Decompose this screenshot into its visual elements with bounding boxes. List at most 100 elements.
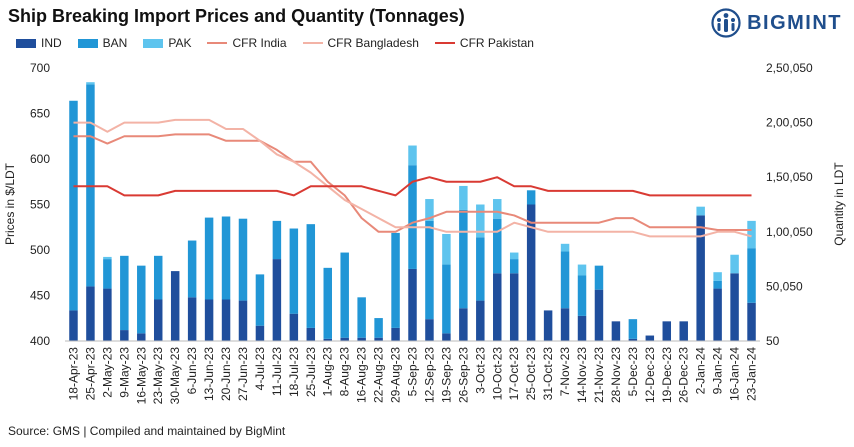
x-tick-label-16-May-23: 16-May-23 [134, 347, 148, 405]
bar-pak-25-Apr-23 [86, 82, 95, 85]
left-tick-label-400: 400 [30, 334, 50, 348]
bar-ind-7-Nov-23 [560, 308, 570, 341]
bigmint-logo-icon [711, 8, 741, 38]
bar-ban-23-May-23 [153, 255, 163, 300]
bar-pak-12-Sep-23 [425, 199, 434, 221]
bar-ind-4-Jul-23 [255, 325, 265, 341]
bar-ind-12-Sep-23 [425, 319, 434, 341]
chart-legend: IND BAN PAK CFR India CFR Bangladesh CFR… [16, 36, 550, 50]
bar-ind-20-Jun-23 [221, 299, 231, 341]
legend-item-ind: IND [16, 36, 62, 50]
bar-pak-17-Oct-23 [509, 252, 519, 260]
left-tick-label-600: 600 [30, 152, 50, 166]
right-tick-label-50,050: 50,050 [766, 279, 803, 293]
bar-ind-18-Jul-23 [289, 313, 299, 341]
bar-pak-26-Sep-23 [459, 185, 468, 210]
legend-swatch-cfr-pakistan [434, 42, 455, 44]
x-tick-label-19-Dec-23: 19-Dec-23 [660, 347, 674, 403]
bar-ban-14-Nov-23 [577, 275, 587, 316]
right-tick-label-2,50,050: 2,50,050 [766, 61, 813, 75]
bar-ban-16-Aug-23 [357, 297, 366, 338]
bar-ind-19-Sep-23 [442, 333, 451, 341]
lines-layer [73, 118, 752, 238]
bar-ban-3-Oct-23 [476, 237, 485, 301]
bar-ind-25-Oct-23 [526, 204, 536, 341]
x-axis-ticks: 18-Apr-23 25-Apr-23 2-May-23 9-May-23 16-May… [66, 347, 758, 405]
bar-ind-27-Jun-23 [238, 300, 248, 341]
bar-ban-10-Oct-23 [493, 218, 502, 274]
bar-ind-28-Nov-23 [611, 321, 621, 341]
bar-ind-6-Jun-23 [187, 297, 197, 341]
x-tick-label-25-Jul-23: 25-Jul-23 [304, 347, 318, 397]
bar-ban-12-Sep-23 [425, 220, 434, 320]
bar-pak-19-Sep-23 [442, 233, 451, 265]
chart-title: Ship Breaking Import Prices and Quantity… [8, 6, 465, 26]
x-tick-label-11-Jul-23: 11-Jul-23 [270, 347, 284, 396]
bar-ban-22-Aug-23 [374, 318, 383, 338]
left-tick-label-700: 700 [30, 61, 50, 75]
bar-ind-3-Oct-23 [476, 300, 485, 341]
x-tick-label-3-Oct-23: 3-Oct-23 [473, 347, 487, 394]
bar-ban-25-Oct-23 [526, 190, 536, 205]
bar-ban-1-Aug-23 [323, 267, 332, 339]
bar-ind-22-Aug-23 [374, 337, 383, 341]
bar-ind-16-Jan-24 [730, 273, 739, 341]
x-tick-label-4-Jul-23: 4-Jul-23 [253, 347, 267, 391]
left-tick-label-500: 500 [30, 243, 50, 257]
bar-ban-16-May-23 [137, 265, 146, 334]
x-tick-label-29-Aug-23: 29-Aug-23 [389, 347, 403, 403]
bar-pak-14-Nov-23 [577, 264, 587, 276]
x-tick-label-20-Jun-23: 20-Jun-23 [219, 347, 233, 401]
right-axis-ticks: 50 50,050 1,00,050 1,50,050 2,00,050 2,50,050 [766, 61, 813, 348]
right-axis-label: Quantity in LDT [832, 162, 846, 246]
bar-ind-8-Aug-23 [340, 337, 349, 341]
bar-ind-29-Aug-23 [391, 327, 400, 341]
legend-swatch-ind [16, 38, 36, 48]
bar-ban-13-Jun-23 [204, 217, 214, 300]
x-tick-label-9-Jan-24: 9-Jan-24 [711, 347, 725, 395]
x-tick-label-16-Aug-23: 16-Aug-23 [355, 347, 369, 403]
bar-ban-23-Jan-24 [747, 248, 756, 303]
bar-ban-8-Aug-23 [340, 252, 349, 338]
x-tick-label-30-May-23: 30-May-23 [168, 347, 182, 405]
x-tick-label-1-Aug-23: 1-Aug-23 [321, 347, 335, 397]
bar-ind-16-May-23 [137, 333, 146, 341]
x-tick-label-19-Sep-23: 19-Sep-23 [439, 347, 453, 403]
bar-pak-10-Oct-23 [493, 199, 502, 219]
x-tick-label-12-Dec-23: 12-Dec-23 [643, 347, 657, 403]
bar-ind-12-Dec-23 [645, 335, 655, 341]
left-axis-ticks: 400 450 500 550 600 650 700 [30, 61, 50, 348]
legend-item-ban: BAN [77, 36, 128, 50]
x-tick-label-10-Oct-23: 10-Oct-23 [490, 347, 504, 401]
x-tick-label-5-Dec-23: 5-Dec-23 [626, 347, 640, 397]
bar-ban-20-Jun-23 [221, 216, 231, 300]
bar-ban-6-Jun-23 [187, 240, 197, 298]
bar-ban-9-Jan-24 [713, 280, 722, 289]
x-tick-label-18-Jul-23: 18-Jul-23 [287, 347, 301, 397]
right-tick-label-1,00,050: 1,00,050 [766, 225, 813, 239]
right-tick-label-50: 50 [766, 334, 780, 348]
left-tick-label-550: 550 [30, 198, 50, 212]
x-tick-label-26-Dec-23: 26-Dec-23 [677, 347, 691, 403]
bar-pak-3-Oct-23 [476, 204, 485, 238]
bar-pak-9-Jan-24 [713, 272, 722, 281]
bar-ind-19-Dec-23 [662, 321, 672, 341]
bar-ind-23-Jan-24 [747, 302, 756, 341]
x-tick-label-16-Jan-24: 16-Jan-24 [728, 347, 742, 401]
line-cfr-bangladesh [73, 118, 752, 238]
x-tick-label-17-Oct-23: 17-Oct-23 [507, 347, 521, 401]
legend-label-cfr-pakistan: CFR Pakistan [459, 36, 534, 50]
x-tick-label-22-Aug-23: 22-Aug-23 [372, 347, 386, 403]
legend-label-ban: BAN [102, 36, 128, 50]
bar-ind-5-Dec-23 [628, 338, 638, 341]
bar-ind-31-Oct-23 [543, 310, 553, 341]
bar-ban-21-Nov-23 [594, 265, 604, 290]
legend-label-cfr-india: CFR India [232, 36, 287, 50]
line-cfr-india [73, 133, 752, 233]
legend-label-cfr-bangladesh: CFR Bangladesh [327, 36, 419, 50]
bar-ind-21-Nov-23 [594, 289, 604, 341]
bar-pak-5-Sep-23 [408, 145, 417, 166]
bar-ban-2-May-23 [103, 259, 112, 289]
bar-ind-30-May-23 [170, 271, 180, 341]
bar-ind-9-Jan-24 [713, 288, 722, 341]
